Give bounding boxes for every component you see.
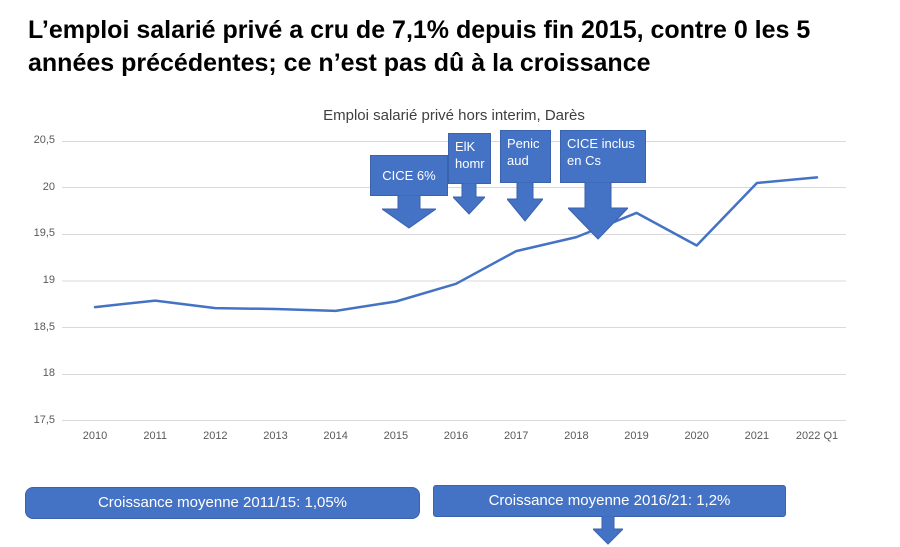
x-axis-tick: 2013 [263, 430, 288, 442]
chart-title: Emploi salarié privé hors interim, Darès [323, 107, 585, 124]
line-chart [62, 141, 846, 421]
banner-growth-2011-15: Croissance moyenne 2011/15: 1,05% [25, 487, 420, 519]
x-axis-tick: 2021 [744, 430, 770, 442]
callout-label: ElK homr [448, 133, 491, 184]
plot-area [62, 141, 846, 421]
y-axis-tick: 19,5 [33, 227, 55, 240]
down-arrow-icon [568, 182, 628, 240]
x-axis-tick: 2012 [203, 430, 228, 442]
page-title: L’emploi salarié privé a cru de 7,1% dep… [28, 16, 811, 77]
down-arrow-icon [382, 195, 436, 229]
down-arrow-icon [453, 183, 485, 215]
callout-label: CICE 6% [370, 155, 448, 196]
x-axis-tick: 2016 [443, 430, 469, 442]
callout-label: Penic aud [500, 130, 551, 183]
y-axis-tick: 20 [42, 180, 55, 193]
y-axis-tick: 17,5 [33, 414, 55, 426]
x-axis-tick: 2015 [383, 430, 409, 442]
y-axis-tick: 18 [42, 367, 55, 380]
down-arrow-icon [593, 516, 623, 545]
x-axis-tick: 2019 [624, 430, 649, 442]
employment-series-line [93, 176, 819, 313]
callout-label: CICE inclus en Cs [560, 130, 646, 183]
x-axis-tick: 2011 [143, 430, 167, 442]
x-axis-tick: 2014 [323, 430, 348, 442]
banner-growth-2016-21: Croissance moyenne 2016/21: 1,2% [433, 485, 786, 517]
y-axis-tick: 19 [42, 274, 55, 286]
x-axis-tick: 2017 [503, 430, 529, 442]
down-arrow-icon [507, 182, 543, 222]
x-axis-tick: 2010 [82, 430, 108, 442]
x-axis-tick: 2018 [564, 430, 589, 442]
y-axis-tick: 20,5 [33, 134, 55, 146]
x-axis-tick: 2020 [684, 430, 709, 442]
y-axis-tick: 18,5 [33, 320, 55, 333]
x-axis-tick: 2022 Q1 [795, 430, 839, 442]
